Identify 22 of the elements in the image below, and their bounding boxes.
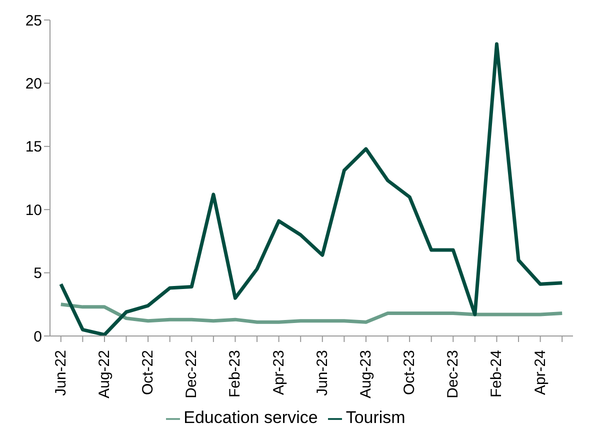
line-series — [59, 42, 564, 336]
y-tick-label: 10 — [25, 202, 42, 219]
x-tick-label: Dec-23 — [444, 350, 462, 398]
x-tick-label: Apr-23 — [270, 350, 288, 396]
x-tick-label: Aug-22 — [96, 350, 113, 398]
x-tick-label: Feb-23 — [226, 350, 244, 398]
y-tick-label: 15 — [25, 138, 42, 156]
legend-label: Education service — [184, 408, 318, 427]
y-tick-label: 25 — [25, 12, 42, 30]
x-tick-label: Feb-24 — [488, 350, 506, 398]
y-tick-label: 5 — [34, 265, 42, 282]
x-tick-label: Oct-23 — [401, 350, 418, 396]
x-tick-label: Jun-23 — [314, 350, 331, 396]
line-series — [59, 302, 564, 324]
x-tick-label: Oct-22 — [140, 350, 157, 396]
y-tick-label: 0 — [34, 328, 42, 346]
y-tick-label: 20 — [25, 76, 42, 93]
legend-label: Tourism — [346, 408, 406, 427]
x-tick-label: Aug-23 — [357, 350, 374, 398]
x-tick-label: Jun-22 — [52, 350, 70, 396]
x-tick-label: Apr-24 — [532, 350, 549, 396]
x-tick-label: Dec-22 — [183, 350, 200, 398]
